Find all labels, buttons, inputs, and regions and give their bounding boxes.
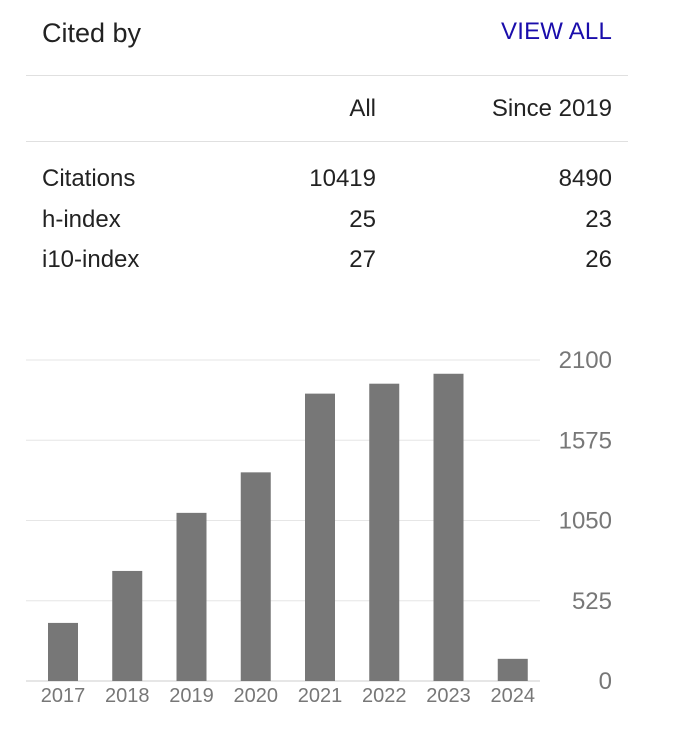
x-tick-label: 2019	[169, 685, 214, 707]
citations-per-year-chart: 0 525 1050 1575 2100 2017 2018 2019 2020 2021 2022…	[26, 347, 612, 707]
bar-2023[interactable]	[433, 373, 464, 681]
citations-since-value: 8490	[558, 165, 612, 192]
divider-header	[26, 141, 628, 142]
h-index-all-value: 25	[349, 206, 376, 233]
i10-index-label: i10-index	[42, 246, 140, 273]
divider-top	[26, 75, 628, 76]
bar-2020[interactable]	[240, 472, 271, 681]
citations-label: Citations	[42, 165, 136, 192]
citations-all-value: 10419	[309, 165, 376, 192]
x-tick-label: 2024	[491, 685, 536, 707]
h-index-label: h-index	[42, 206, 121, 233]
section-title: Cited by	[42, 18, 142, 48]
column-header-since: Since 2019	[491, 95, 612, 122]
y-tick-label: 2100	[559, 347, 612, 374]
bar-2017[interactable]	[48, 622, 78, 681]
bar-2024[interactable]	[497, 658, 528, 681]
i10-index-all-value: 27	[349, 246, 376, 273]
y-tick-label: 0	[599, 668, 612, 695]
h-index-since-value: 23	[585, 206, 612, 233]
x-tick-label: 2023	[426, 685, 471, 707]
x-tick-label: 2017	[41, 685, 86, 707]
x-tick-label: 2018	[105, 685, 150, 707]
i10-index-since-value: 26	[585, 246, 612, 273]
y-tick-label: 1575	[559, 427, 612, 454]
bar-2022[interactable]	[369, 383, 400, 681]
x-tick-label: 2022	[362, 685, 407, 707]
y-tick-label: 525	[572, 588, 612, 615]
view-all-link[interactable]: VIEW ALL	[501, 18, 612, 45]
column-header-all: All	[349, 95, 376, 122]
y-tick-label: 1050	[559, 508, 612, 535]
cited-by-header: Cited by VIEW ALL	[42, 14, 612, 54]
x-tick-label: 2020	[234, 685, 279, 707]
bar-2019[interactable]	[176, 512, 207, 681]
bar-2021[interactable]	[305, 393, 335, 681]
x-tick-label: 2021	[298, 685, 343, 707]
bar-2018[interactable]	[112, 570, 143, 681]
